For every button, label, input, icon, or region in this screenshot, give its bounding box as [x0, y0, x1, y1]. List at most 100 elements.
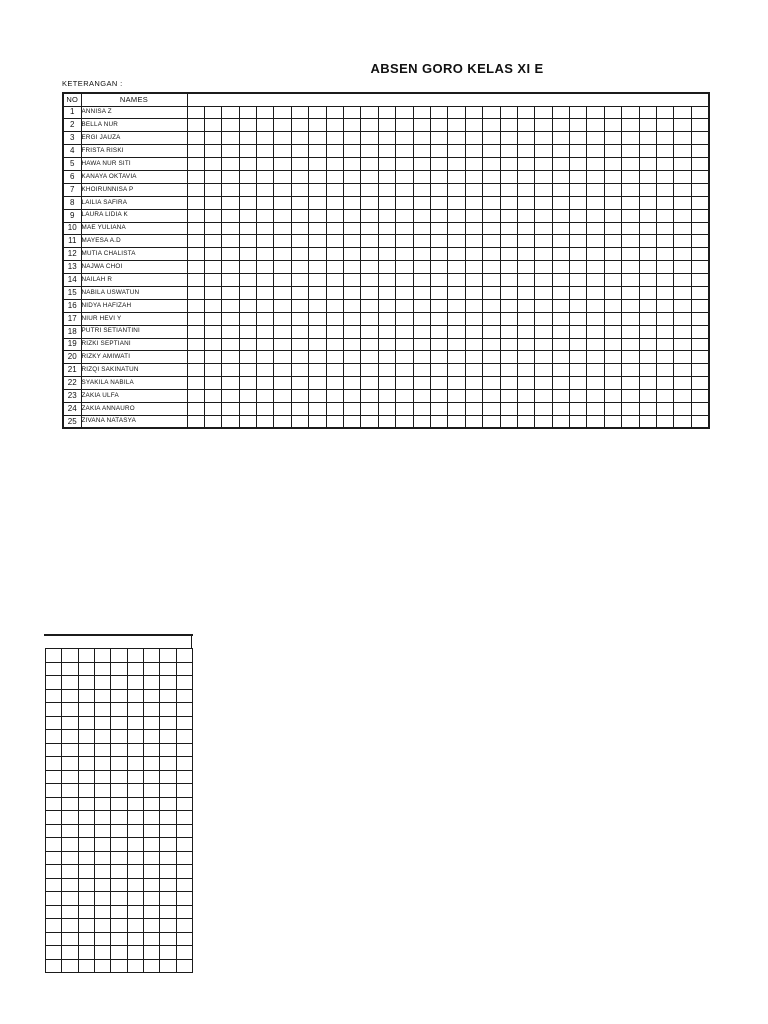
attendance-cell [447, 337, 466, 352]
attendance-cell [186, 273, 205, 287]
secondary-grid-cell [93, 931, 112, 946]
secondary-grid-cell [175, 796, 194, 811]
attendance-cell [499, 298, 518, 313]
attendance-cell [395, 273, 414, 287]
attendance-cell [464, 414, 484, 429]
attendance-cell [482, 298, 501, 313]
attendance-cell [516, 221, 536, 236]
attendance-cell [429, 208, 449, 223]
attendance-cell [221, 324, 240, 339]
attendance-cell [482, 414, 501, 429]
attendance-cell [586, 337, 605, 352]
attendance-cell [621, 260, 640, 275]
secondary-grid-cell [126, 742, 144, 757]
attendance-cell [325, 182, 345, 197]
attendance-cell [638, 350, 658, 365]
attendance-cell [290, 247, 310, 262]
attendance-cell [690, 208, 710, 223]
secondary-grid-cell [126, 715, 144, 730]
attendance-cell [360, 401, 379, 416]
attendance-cell [308, 182, 327, 197]
attendance-cell [482, 324, 501, 339]
attendance-cell [186, 182, 205, 197]
student-row: 19 RIZKI SEPTIANI [62, 337, 710, 352]
attendance-cell [656, 311, 675, 326]
student-name-cell: LAURA LIDIA K [80, 208, 188, 223]
secondary-grid-cell [126, 850, 144, 865]
secondary-grid-cell [159, 661, 177, 676]
secondary-grid-cell [93, 850, 112, 865]
attendance-cell [464, 350, 484, 365]
attendance-cell [238, 157, 258, 171]
attendance-cell [343, 195, 362, 210]
attendance-cell [447, 324, 466, 339]
attendance-cell [656, 182, 675, 197]
attendance-cell [238, 131, 258, 146]
secondary-grid-cell [61, 891, 79, 906]
attendance-cell [621, 337, 640, 352]
secondary-grid-cell [159, 729, 177, 744]
attendance-cell [482, 131, 501, 146]
attendance-cell [569, 144, 588, 159]
student-name-cell: RIZKI SEPTIANI [80, 337, 188, 352]
student-row: 10 MAE YULIANA [62, 221, 710, 236]
attendance-cell [551, 182, 571, 197]
attendance-cell [377, 311, 397, 326]
secondary-grid-cell [142, 729, 161, 744]
secondary-grid-cell [142, 769, 161, 784]
secondary-grid-cell [142, 904, 161, 919]
secondary-grid-cell [110, 918, 128, 933]
attendance-cell [656, 131, 675, 146]
secondary-grid-cell [110, 796, 128, 811]
attendance-cell [569, 350, 588, 365]
attendance-cell [429, 285, 449, 300]
attendance-cell [377, 363, 397, 378]
attendance-cell [377, 337, 397, 352]
attendance-cell [256, 144, 275, 159]
attendance-cell [586, 376, 605, 391]
attendance-cell [690, 169, 710, 184]
secondary-grid-cell [61, 702, 79, 717]
attendance-cell [516, 389, 536, 403]
attendance-cell [395, 105, 414, 120]
secondary-grid-cell [77, 918, 95, 933]
attendance-cell [499, 389, 518, 403]
secondary-grid-cell [126, 945, 144, 960]
secondary-grid-cell [110, 756, 128, 771]
attendance-cell [482, 144, 501, 159]
attendance-cell [603, 311, 623, 326]
attendance-cell [360, 285, 379, 300]
attendance-cell [534, 260, 553, 275]
attendance-cell [290, 182, 310, 197]
attendance-cell [621, 234, 640, 249]
secondary-grid-cell [61, 648, 79, 663]
attendance-cell [186, 118, 205, 133]
attendance-cell [308, 324, 327, 339]
attendance-cell [290, 401, 310, 416]
secondary-grid-cell [175, 661, 194, 676]
attendance-cell [186, 311, 205, 326]
attendance-cell [551, 144, 571, 159]
secondary-grid-cell [142, 742, 161, 757]
attendance-cell [273, 260, 292, 275]
secondary-grid-cell [142, 864, 161, 879]
attendance-cell [395, 182, 414, 197]
student-name-cell: ZAKIA ANNAURO [80, 401, 188, 416]
attendance-cell [429, 414, 449, 429]
attendance-cell [447, 298, 466, 313]
secondary-grid-cell [175, 945, 194, 960]
attendance-cell [290, 221, 310, 236]
secondary-grid-cell [44, 702, 63, 717]
secondary-grid-cell [159, 958, 177, 973]
attendance-cell [621, 273, 640, 287]
attendance-cell [290, 105, 310, 120]
secondary-grid-cell [61, 742, 79, 757]
attendance-cell [569, 273, 588, 287]
secondary-grid-row [44, 661, 194, 676]
attendance-cell [516, 144, 536, 159]
attendance-cell [551, 376, 571, 391]
attendance-cell [673, 208, 692, 223]
attendance-cell [221, 389, 240, 403]
attendance-cell [516, 157, 536, 171]
attendance-cell [412, 234, 431, 249]
